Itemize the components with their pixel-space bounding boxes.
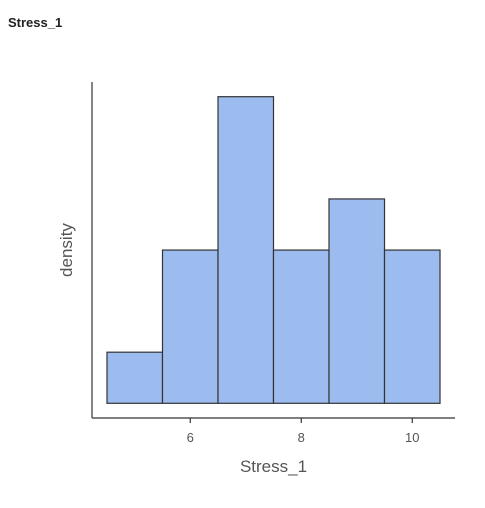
- histogram-bar: [272, 249, 330, 404]
- bars-group: [106, 96, 441, 404]
- y-axis-label: density: [57, 223, 76, 277]
- histogram-bar: [328, 198, 386, 404]
- x-tick-label: 8: [298, 430, 305, 445]
- histogram-bar: [161, 249, 219, 404]
- histogram-bar: [217, 96, 275, 404]
- x-tick-label: 10: [405, 430, 419, 445]
- x-axis-label: Stress_1: [240, 457, 307, 476]
- page-title: Stress_1: [8, 15, 63, 30]
- histogram-bar: [106, 351, 164, 404]
- x-tick-label: 6: [187, 430, 194, 445]
- histogram-bar: [383, 249, 441, 404]
- x-ticks-group: 6 8 10: [187, 418, 419, 445]
